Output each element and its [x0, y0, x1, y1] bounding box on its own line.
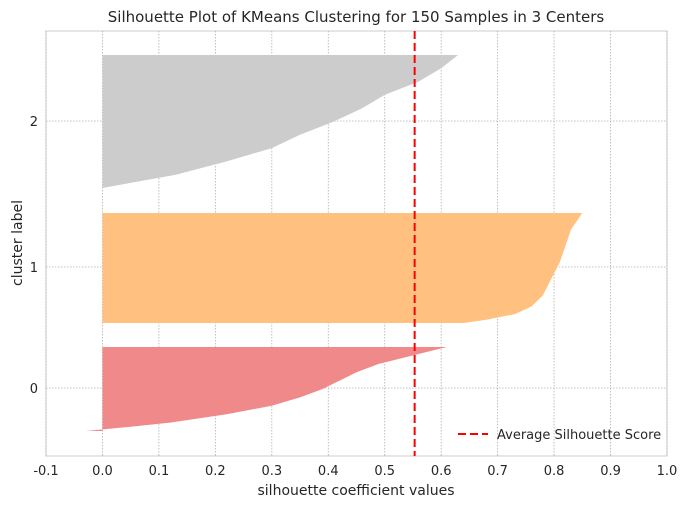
x-tick-label: 0.7 [487, 464, 508, 479]
cluster-2-area [102, 55, 459, 188]
x-tick-label: -0.1 [33, 464, 58, 479]
x-tick-label: 0.5 [374, 464, 395, 479]
chart-title: Silhouette Plot of KMeans Clustering for… [108, 8, 605, 26]
x-tick-label: 0.0 [92, 464, 113, 479]
x-tick-labels: -0.1 0.0 0.1 0.2 0.3 0.4 0.5 0.6 0.7 0.8 0.9 1.0 [33, 464, 677, 479]
x-tick-label: 0.3 [261, 464, 282, 479]
legend: Average Silhouette Score [458, 428, 661, 443]
x-tick-label: 1.0 [657, 464, 678, 479]
cluster-areas [85, 55, 583, 431]
x-tick-label: 0.1 [149, 464, 170, 479]
x-tick-label: 0.8 [544, 464, 565, 479]
x-axis-label: silhouette coefficient values [258, 483, 455, 499]
legend-label: Average Silhouette Score [497, 428, 661, 443]
x-tick-label: 0.9 [600, 464, 621, 479]
y-tick-label: 1 [30, 261, 38, 276]
x-tick-label: 0.6 [431, 464, 452, 479]
cluster-1-area [102, 213, 583, 323]
x-tick-label: 0.2 [205, 464, 226, 479]
x-tick-label: 0.4 [318, 464, 339, 479]
y-tick-labels: 0 1 2 [30, 115, 38, 397]
y-tick-label: 2 [30, 115, 38, 130]
y-tick-label: 0 [30, 382, 38, 397]
cluster-0-area [85, 347, 447, 431]
y-axis-label: cluster label [10, 200, 26, 286]
